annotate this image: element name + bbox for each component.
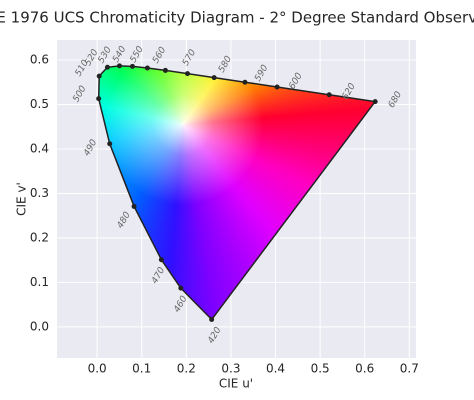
y-tick-label: 0.2 [30, 230, 49, 244]
locus-point [184, 71, 190, 77]
y-tick-label: 0.1 [30, 275, 49, 289]
locus-point [274, 84, 280, 90]
locus-point [96, 96, 102, 102]
locus-point [162, 67, 168, 73]
x-tick-label: 0.6 [355, 362, 374, 376]
chart-title: CIE 1976 UCS Chromaticity Diagram - 2° D… [0, 9, 474, 27]
x-tick-label: 0.2 [177, 362, 196, 376]
locus-point [158, 257, 164, 263]
locus-point [211, 75, 217, 81]
y-tick-label: 0.6 [30, 53, 49, 67]
y-tick-label: 0.4 [30, 141, 49, 155]
x-tick-label: 0.7 [400, 362, 419, 376]
locus-point [96, 73, 102, 79]
locus-point [104, 64, 110, 70]
x-axis-label: CIE u' [219, 377, 253, 391]
locus-point [326, 92, 332, 98]
purple-line [211, 101, 376, 320]
locus-point [129, 63, 135, 69]
x-tick-label: 0.4 [266, 362, 285, 376]
x-tick-label: 0.5 [311, 362, 330, 376]
locus-point [178, 285, 184, 291]
locus-point [107, 141, 113, 147]
x-tick-label: 0.3 [221, 362, 240, 376]
y-axis-label: CIE v' [15, 182, 29, 216]
spectral-locus [97, 65, 376, 321]
locus-point [116, 63, 122, 69]
y-tick-label: 0.3 [30, 186, 49, 200]
locus-point [242, 79, 248, 85]
y-tick-label: 0.0 [30, 319, 49, 333]
x-tick-label: 0.1 [132, 362, 151, 376]
locus-point [372, 99, 378, 105]
x-tick-label: 0.0 [88, 362, 107, 376]
locus-point [131, 203, 137, 209]
locus-point [209, 317, 215, 323]
y-tick-label: 0.5 [30, 97, 49, 111]
locus-point [144, 65, 150, 71]
